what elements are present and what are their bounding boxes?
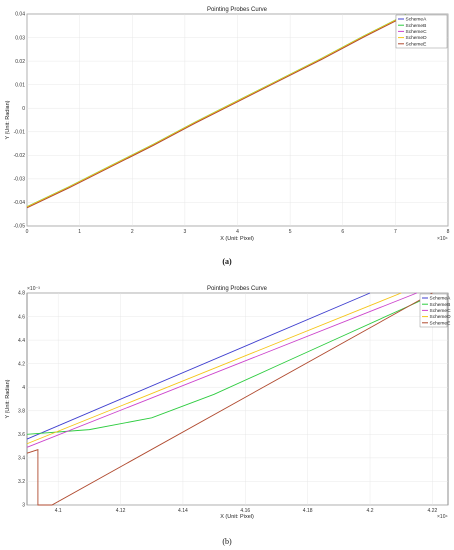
chart-b-y-tick-label: 3	[22, 503, 25, 509]
chart-b-y-label: Y (Unit: Radian)	[5, 379, 11, 418]
chart-a-y-tick-label: 0.04	[15, 12, 25, 18]
chart-b-legend-label-schemeb: SchemeB	[430, 302, 451, 308]
chart-a-legend-box	[395, 14, 448, 49]
chart-b-legend-label-schemed: SchemeD	[430, 314, 452, 320]
chart-b-series-schemea	[26, 292, 371, 440]
chart-a-x-exponent: ×10⁴	[437, 236, 448, 242]
chart-b-y-ticks: 3 3.2 3.4 3.6 3.8 4 4.2 4.4 4.6 4.8	[18, 291, 25, 509]
chart-a-x-tick-label: 2	[131, 229, 134, 235]
chart-b-series-schemeb	[26, 294, 433, 435]
chart-b-x-label: X (Unit: Pixel)	[220, 514, 254, 520]
chart-a-title: Pointing Probes Curve	[207, 7, 268, 13]
chart-b-grid	[27, 292, 448, 506]
chart-a-x-tick-label: 7	[394, 229, 397, 235]
chart-a-series	[26, 14, 407, 209]
chart-b-legend-label-schemea: SchemeA	[430, 296, 452, 302]
chart-a-y-ticks: -0.05 -0.04 -0.03 -0.02 -0.01 0 0.01 0.02 0.03 0.…	[14, 12, 26, 230]
chart-b-x-tick-label: 4.14	[178, 508, 188, 514]
chart-b-y-tick-label: 3.8	[18, 408, 25, 414]
chart-b-y-tick-label: 3.6	[18, 432, 25, 438]
chart-a-series-schemed	[26, 14, 407, 208]
chart-b-title: Pointing Probes Curve	[207, 286, 268, 292]
chart-b-y-tick-label: 4.2	[18, 361, 25, 367]
chart-a-series-schemee	[26, 15, 407, 209]
chart-b-x-tick-label: 4.18	[303, 508, 313, 514]
chart-a-legend-label-schemea: SchemeA	[406, 17, 428, 23]
chart-a-x-tick-label: 3	[183, 229, 186, 235]
chart-b-x-tick-label: 4.12	[116, 508, 126, 514]
chart-b-series-schemee	[26, 292, 433, 506]
chart-b-y-tick-label: 4.6	[18, 314, 25, 320]
chart-a-y-tick-label: -0.02	[14, 153, 26, 159]
chart-a-y-tick-label: 0.02	[15, 59, 25, 65]
chart-a-y-tick-label: -0.01	[14, 129, 26, 135]
chart-b-x-exponent: ×10⁴	[437, 514, 448, 520]
chart-a-y-label: Y (Unit: Radian)	[5, 100, 11, 139]
chart-b-x-tick-label: 4.1	[55, 508, 62, 514]
chart-a-x-label: X (Unit: Pixel)	[220, 236, 254, 242]
chart-a-x-ticks: 0 1 2 3 4 5 6 7 8	[26, 229, 450, 235]
chart-a-y-tick-label: 0.01	[15, 82, 25, 88]
chart-b-y-tick-label: 4.4	[18, 338, 25, 344]
chart-b-y-tick-label: 3.2	[18, 479, 25, 485]
chart-b-series-schemec	[26, 292, 417, 448]
chart-b-caption: (b)	[222, 537, 232, 546]
chart-b-y-tick-label: 4	[22, 385, 25, 391]
chart-a-x-tick-label: 5	[289, 229, 292, 235]
chart-a: 0 1 2 3 4 5 6 7 8 -0.05 -0.04 -0.03 -0.02 -0.01 0 0.01…	[5, 7, 450, 266]
chart-b-x-tick-label: 4.22	[428, 508, 438, 514]
chart-a-x-tick-label: 1	[78, 229, 81, 235]
chart-a-legend-label-schemed: SchemeD	[406, 35, 428, 41]
chart-b: 4.1 4.12 4.14 4.16 4.18 4.2 4.22 3 3.2 3.4 3.6 3.8…	[5, 286, 451, 546]
chart-a-x-tick-label: 8	[447, 229, 450, 235]
chart-a-y-tick-label: -0.05	[14, 224, 26, 230]
chart-a-legend-label-schemeb: SchemeB	[406, 23, 427, 29]
chart-b-series	[26, 292, 433, 506]
chart-b-x-tick-label: 4.16	[240, 508, 250, 514]
chart-b-y-tick-label: 4.8	[18, 291, 25, 297]
chart-a-caption: (a)	[222, 257, 232, 266]
chart-a-grid	[26, 13, 449, 227]
chart-a-x-tick-label: 6	[341, 229, 344, 235]
chart-b-legend-label-schemee: SchemeE	[430, 320, 451, 326]
chart-b-y-exponent: ×10⁻³	[27, 286, 40, 292]
chart-a-x-tick-label: 0	[26, 229, 29, 235]
chart-b-y-tick-label: 3.4	[18, 456, 25, 462]
chart-b-plot-area	[26, 292, 449, 506]
chart-a-y-tick-label: -0.04	[14, 200, 26, 206]
chart-a-legend-label-schemec: SchemeC	[406, 29, 428, 35]
chart-b-x-ticks: 4.1 4.12 4.14 4.16 4.18 4.2 4.22	[55, 508, 438, 514]
chart-b-legend-label-schemec: SchemeC	[430, 308, 452, 314]
chart-a-y-tick-label: -0.03	[14, 177, 26, 183]
chart-a-y-tick-label: 0.03	[15, 35, 25, 41]
chart-a-legend-label-schemee: SchemeE	[406, 41, 427, 47]
chart-b-series-schemed	[26, 292, 402, 445]
chart-b-x-tick-label: 4.2	[367, 508, 374, 514]
chart-a-y-tick-label: 0	[22, 106, 25, 112]
chart-a-x-tick-label: 4	[236, 229, 239, 235]
